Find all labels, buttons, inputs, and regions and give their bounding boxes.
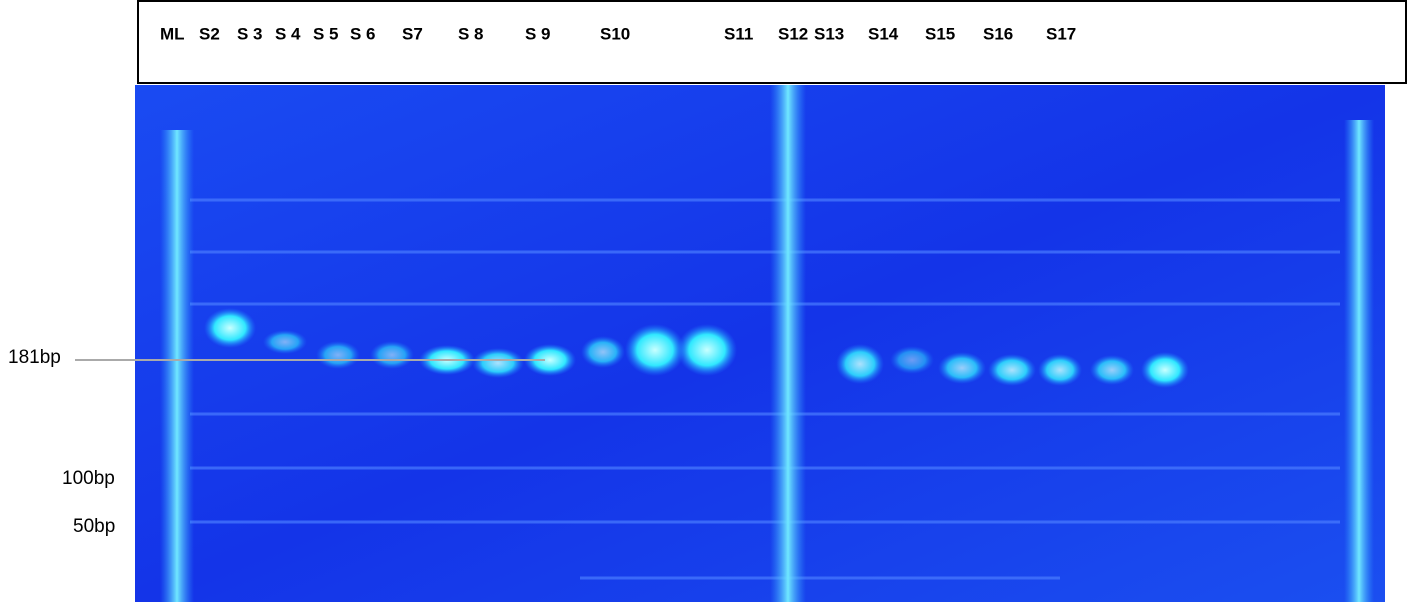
- lane-label: S 3: [237, 24, 263, 43]
- lane-labels: ML S2 S 3 S 4 S 5 S 6 S7 S 8 S 9 S10 S11 S12 S13 S14 S…: [160, 24, 1076, 43]
- lane-label: S15: [925, 24, 955, 43]
- marker-label: 181bp: [8, 347, 61, 368]
- gel-figure: ML S2 S 3 S 4 S 5 S 6 S7 S 8 S 9 S10 S11 S12 S13 S14 S…: [0, 0, 1421, 602]
- lane-label: S11: [724, 24, 753, 43]
- lane-label: S17: [1046, 24, 1076, 43]
- lane-label: ML: [160, 24, 185, 43]
- gel: [135, 85, 1385, 602]
- lane-label: S13: [814, 24, 844, 43]
- lane-label: S14: [868, 24, 899, 43]
- lane-label: S 6: [350, 24, 376, 43]
- lane-label: S 9: [525, 24, 551, 43]
- lane-label: S 5: [313, 24, 339, 43]
- lane-label: S16: [983, 24, 1013, 43]
- marker-label: 50bp: [73, 516, 115, 537]
- lane-label: S10: [600, 24, 630, 43]
- lane-label: S7: [402, 24, 423, 43]
- lane-label: S 4: [275, 24, 301, 43]
- lane-label: S12: [778, 24, 808, 43]
- marker-label: 100bp: [62, 468, 115, 489]
- page: {"header": {"lanes": ["ML", "S2", "S 3",…: [0, 0, 1421, 602]
- lane-label: S 8: [458, 24, 484, 43]
- lane-label: S2: [199, 24, 220, 43]
